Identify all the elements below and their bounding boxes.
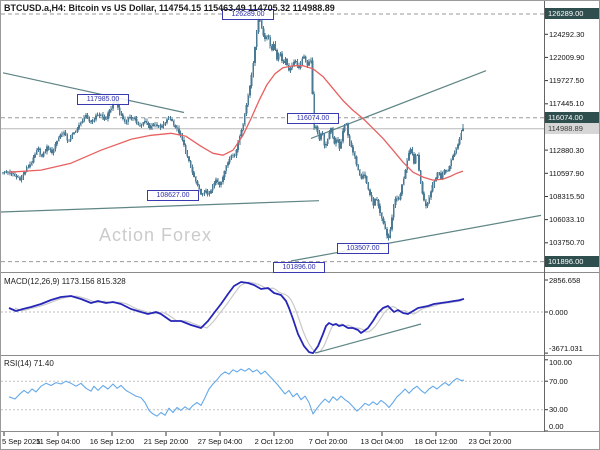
price-annotation[interactable]: 101896.00 xyxy=(273,262,325,273)
price-tick-label: 117445.10 xyxy=(549,99,584,109)
macd-main-line[interactable] xyxy=(8,281,465,354)
time-axis-label: 5 Sep 2025 xyxy=(2,437,41,446)
price-tick-label: 112880.30 xyxy=(549,145,584,155)
rsi-line[interactable] xyxy=(8,367,465,417)
macd-tick-label: -3671.031 xyxy=(549,344,583,353)
level-price-label: 126289.00 xyxy=(545,8,599,20)
trendline[interactable] xyxy=(310,70,487,139)
rsi-tick-label: 0.00 xyxy=(549,422,564,431)
time-axis-label: 11 Sep 04:00 xyxy=(35,437,81,446)
price-annotation[interactable]: 126289.00 xyxy=(222,9,274,20)
price-annotation[interactable]: 117985.00 xyxy=(77,94,129,105)
price-tick-label: 103750.70 xyxy=(549,238,585,248)
macd-tick-label: 2856.658 xyxy=(549,275,581,285)
trendline[interactable] xyxy=(2,72,185,114)
macd-tick-label: 0.000 xyxy=(549,307,568,317)
price-tick-label: 108315.50 xyxy=(549,191,585,201)
macd-indicator-label: MACD(12,26,9) 1173.156 815.328 xyxy=(4,277,126,286)
macd-signal-line xyxy=(14,281,463,354)
price-annotation[interactable]: 103507.00 xyxy=(337,243,389,254)
moving-average-line[interactable] xyxy=(8,65,464,181)
trendline[interactable] xyxy=(290,214,542,262)
time-axis-label: 18 Oct 12:00 xyxy=(414,437,458,446)
time-axis-label: 23 Oct 20:00 xyxy=(468,437,512,446)
macd-trendline[interactable] xyxy=(314,323,422,354)
price-annotation[interactable]: 116074.00 xyxy=(287,113,339,124)
current-price-label: 114988.89 xyxy=(545,123,599,135)
level-price-label: 116074.00 xyxy=(545,112,599,124)
trendline[interactable] xyxy=(1,200,320,213)
price-tick-label: 122009.90 xyxy=(549,52,585,62)
price-tick-label: 110597.90 xyxy=(549,168,584,178)
time-axis-label: 16 Sep 12:00 xyxy=(89,437,135,446)
time-axis-label: 13 Oct 04:00 xyxy=(360,437,404,446)
price-tick-label: 124292.30 xyxy=(549,29,585,39)
rsi-indicator-label: RSI(14) 71.40 xyxy=(4,359,54,368)
level-price-label: 101896.00 xyxy=(545,256,599,268)
rsi-tick-label: 100.00 xyxy=(549,357,572,367)
watermark: Action Forex xyxy=(99,225,213,245)
time-axis-label: 7 Oct 20:00 xyxy=(308,437,348,446)
chart-title: BTCUSD.a,H4: Bitcoin vs US Dollar, 11475… xyxy=(4,3,335,13)
rsi-tick-label: 30.00 xyxy=(549,405,568,415)
rsi-tick-label: 70.00 xyxy=(549,376,568,386)
time-axis-label: 21 Sep 20:00 xyxy=(143,437,189,446)
time-axis-label: 2 Oct 12:00 xyxy=(254,437,294,446)
time-axis-label: 27 Sep 04:00 xyxy=(197,437,243,446)
price-tick-label: 119727.50 xyxy=(549,76,584,86)
price-annotation[interactable]: 108627.00 xyxy=(147,190,199,201)
price-tick-label: 106033.10 xyxy=(549,215,585,225)
